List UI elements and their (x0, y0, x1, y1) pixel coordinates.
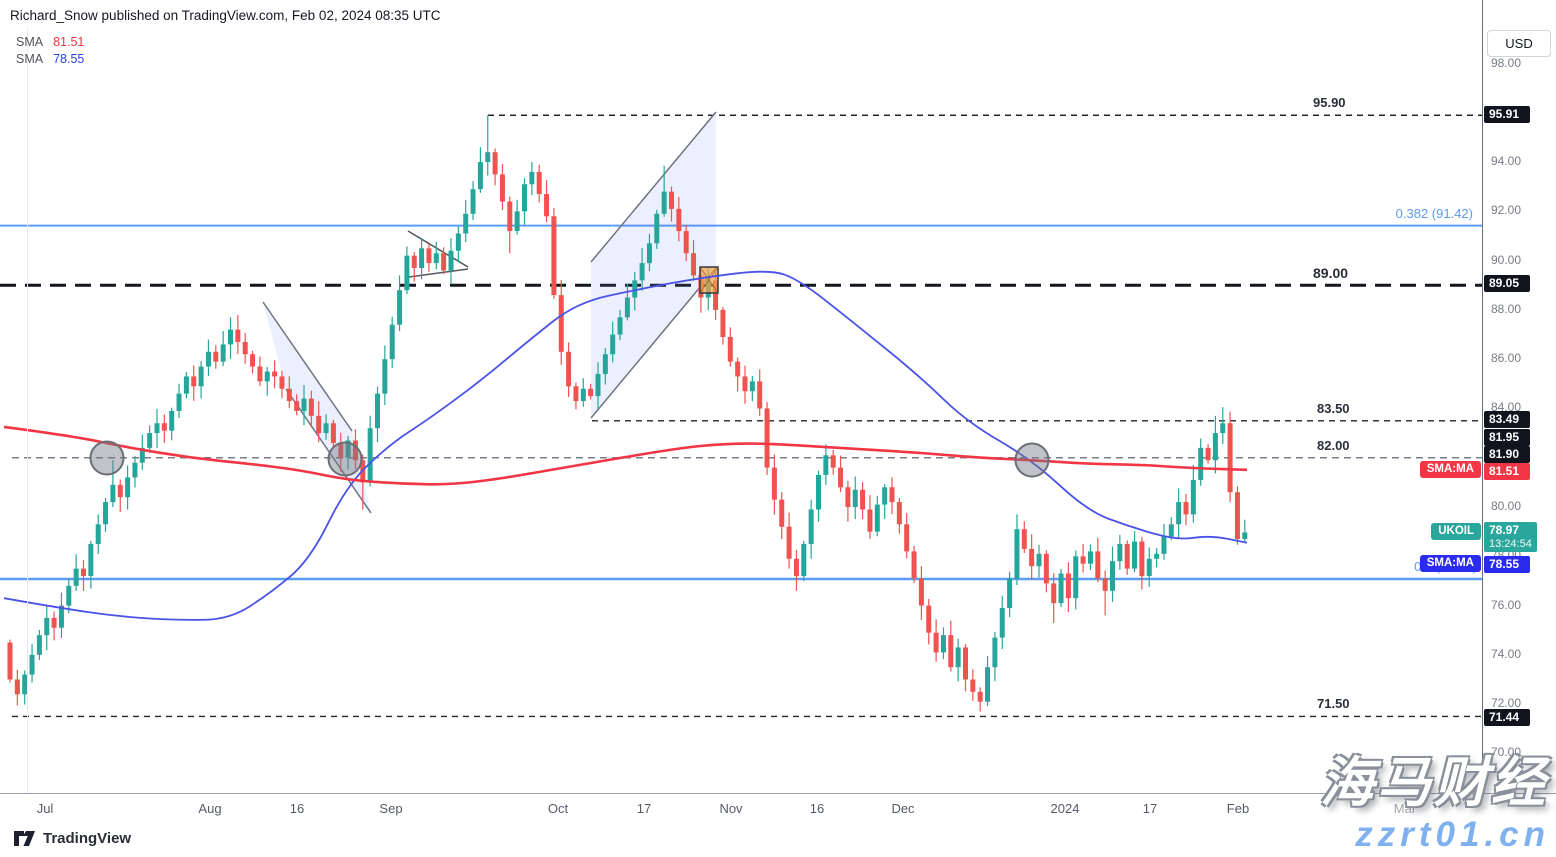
time-label-2024: 2024 (1050, 801, 1080, 816)
price-tick-74: 74.00 (1491, 646, 1522, 661)
price-label-71.44: 71.44 (1484, 708, 1530, 726)
price-tick-72: 72.00 (1491, 696, 1522, 711)
price-axis[interactable]: USD 98.0096.0094.0092.0090.0088.0086.008… (1482, 0, 1556, 793)
price-tick-76: 76.00 (1491, 597, 1522, 612)
price-label-89.05: 89.05 (1484, 274, 1530, 292)
level-label-83.50: 83.50 (1317, 400, 1350, 416)
tradingview-brand-text: TradingView (43, 830, 132, 847)
sma-slow-label: SMA (16, 34, 44, 49)
pill-sma-ma: SMA:MA (1419, 461, 1481, 478)
time-label-17: 17 (636, 801, 652, 816)
sma-fast-label: SMA (16, 51, 44, 66)
time-label-16: 16 (809, 801, 825, 816)
level-label-89.00: 89.00 (1313, 265, 1349, 282)
time-label-Mar: Mar (1393, 801, 1417, 816)
price-tick-88: 88.00 (1491, 301, 1522, 316)
legend-row-sma-slow[interactable]: SMA 81.51 (16, 33, 84, 50)
time-label-Feb: Feb (1226, 801, 1250, 816)
price-tick-80: 80.00 (1491, 499, 1522, 514)
legend-row-sma-fast[interactable]: SMA 78.55 (16, 50, 84, 67)
time-label-Aug: Aug (198, 801, 222, 816)
price-label-81.51: 81.51 (1484, 462, 1530, 480)
price-label-78.97: 78.97 13:24:54 (1484, 521, 1537, 552)
sma-slow-value: 81.51 (53, 34, 85, 49)
price-tick-90: 90.00 (1491, 252, 1522, 267)
usd-button[interactable]: USD (1487, 30, 1551, 57)
price-label-83.49: 83.49 (1484, 410, 1530, 428)
time-label-Oct: Oct (547, 801, 569, 816)
level-label-71.50: 71.50 (1317, 696, 1350, 712)
time-label-Sep: Sep (379, 801, 403, 816)
price-tick-92: 92.00 (1491, 203, 1522, 218)
price-label-81.90: 81.90 (1484, 445, 1530, 463)
pill-sma-ma: SMA:MA (1419, 555, 1481, 572)
attribution-header: Richard_Snow published on TradingView.co… (10, 8, 441, 23)
price-label-81.95: 81.95 (1484, 428, 1530, 446)
tradingview-attribution[interactable]: TradingView (14, 830, 131, 847)
price-tick-94: 94.00 (1491, 154, 1522, 169)
pill-ukoil: UKOIL (1431, 523, 1481, 540)
price-label-95.91: 95.91 (1484, 105, 1530, 123)
plot-left-border (27, 28, 28, 793)
time-label-16: 16 (289, 801, 305, 816)
price-tick-70: 70.00 (1491, 745, 1522, 760)
price-tick-86: 86.00 (1491, 351, 1522, 366)
time-label-Dec: Dec (891, 801, 915, 816)
level-label-82.00: 82.00 (1317, 437, 1350, 453)
time-label-Nov: Nov (719, 801, 743, 816)
price-tick-98: 98.00 (1491, 55, 1522, 70)
level-label-95.90: 95.90 (1313, 95, 1346, 111)
time-label-17: 17 (1142, 801, 1158, 816)
indicator-legend: SMA 81.51 SMA 78.55 (16, 33, 84, 67)
fib-label-0.382: 0.382 (91.42) (1395, 205, 1473, 221)
tradingview-logo-icon (14, 831, 35, 846)
sma-fast-value: 78.55 (53, 51, 85, 66)
time-axis[interactable]: Jul Aug 16 Sep Oct 17 Nov 16 Dec 2024 17 Feb Mar (0, 793, 1556, 823)
price-label-78.55: 78.55 (1484, 555, 1530, 573)
time-label-Jul: Jul (36, 801, 54, 816)
